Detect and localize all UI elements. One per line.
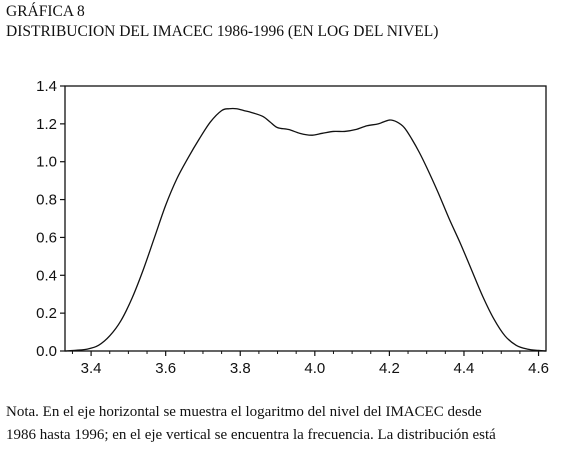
note-line-2: 1986 hasta 1996; en el eje vertical se e… [6,427,496,443]
x-tick-label: 4.4 [454,360,475,377]
figure-label: GRÁFICA 8 [6,3,85,20]
y-tick-label: 0.2 [36,305,57,322]
y-tick-label: 0.4 [36,267,57,284]
note-line-1: Nota. En el eje horizontal se muestra el… [6,404,482,420]
x-tick-label: 4.0 [304,360,325,377]
y-tick-label: 0.8 [36,192,57,209]
x-tick-label: 4.2 [379,360,400,377]
y-tick-label: 0.0 [36,343,57,360]
chart-title: DISTRIBUCION DEL IMACEC 1986-1996 (EN LO… [6,23,439,40]
y-tick-label: 1.4 [36,78,57,95]
chart-note: Nota. En el eje horizontal se muestra el… [6,401,572,447]
x-tick-label: 3.6 [155,360,176,377]
x-tick-label: 3.8 [230,360,251,377]
plot-area-frame [64,85,547,352]
y-tick-label: 0.6 [36,229,57,246]
y-tick-label: 1.2 [36,116,57,133]
x-tick-label: 4.6 [528,360,549,377]
x-tick-label: 3.4 [81,360,102,377]
y-tick-label: 1.0 [36,154,57,171]
density-chart: 0.0 0.2 0.4 0.6 0.8 1.0 1.2 1.4 3.4 3.6 3.8 4.0 4.2… [36,78,549,377]
density-line [64,107,547,352]
